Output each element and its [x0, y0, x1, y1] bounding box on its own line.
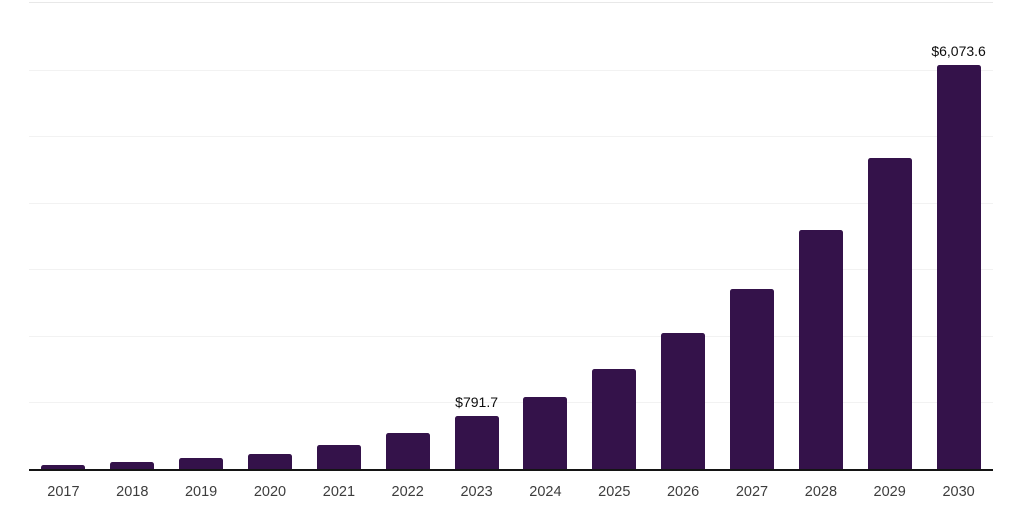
x-tick-label-2022: 2022: [391, 484, 424, 500]
bar-2020: [248, 454, 292, 469]
bar-2026: [661, 333, 706, 469]
bar-2018: [110, 462, 155, 469]
bar-2024: [523, 396, 568, 469]
bar-2028: [798, 230, 843, 469]
gridline-3000: [29, 269, 993, 271]
bar-2022: [385, 433, 430, 469]
data-label-2023: $791.7: [455, 394, 498, 411]
gridline-6000: [29, 69, 993, 71]
bar-2029: [867, 158, 912, 469]
bar-2027: [730, 288, 774, 469]
x-axis: 2017 2018 2019 2020 2021 2022 2023 2024 2025 2026…: [29, 483, 993, 503]
x-tick-label-2030: 2030: [942, 484, 975, 500]
gridline-5000: [29, 136, 993, 138]
x-tick-label-2024: 2024: [529, 484, 562, 500]
bar-2023: [454, 416, 499, 469]
x-tick-label-2029: 2029: [873, 484, 906, 500]
bar-2021: [316, 445, 361, 469]
x-tick-label-2023: 2023: [460, 484, 493, 500]
bar-2030: [936, 64, 981, 469]
gridline-2000: [29, 335, 993, 337]
x-tick-label-2019: 2019: [184, 484, 218, 500]
x-tick-label-2026: 2026: [666, 484, 700, 500]
x-tick-label-2028: 2028: [804, 484, 838, 500]
x-tick-label-2020: 2020: [253, 484, 287, 500]
bar-2025: [592, 368, 637, 469]
gridline-4000: [29, 202, 993, 204]
x-tick-label-2025: 2025: [598, 484, 631, 500]
x-tick-label-2018: 2018: [116, 484, 149, 500]
bar-2019: [179, 458, 224, 469]
x-tick-label-2027: 2027: [735, 484, 769, 500]
bar-2017: [41, 465, 86, 469]
x-tick-label-2017: 2017: [47, 484, 80, 500]
data-label-2030: $6,073.6: [931, 42, 986, 59]
x-tick-label-2021: 2021: [322, 484, 356, 500]
plot-area: $791.7 $6,073.6: [29, 2, 993, 471]
gridline-1000: [29, 402, 993, 404]
